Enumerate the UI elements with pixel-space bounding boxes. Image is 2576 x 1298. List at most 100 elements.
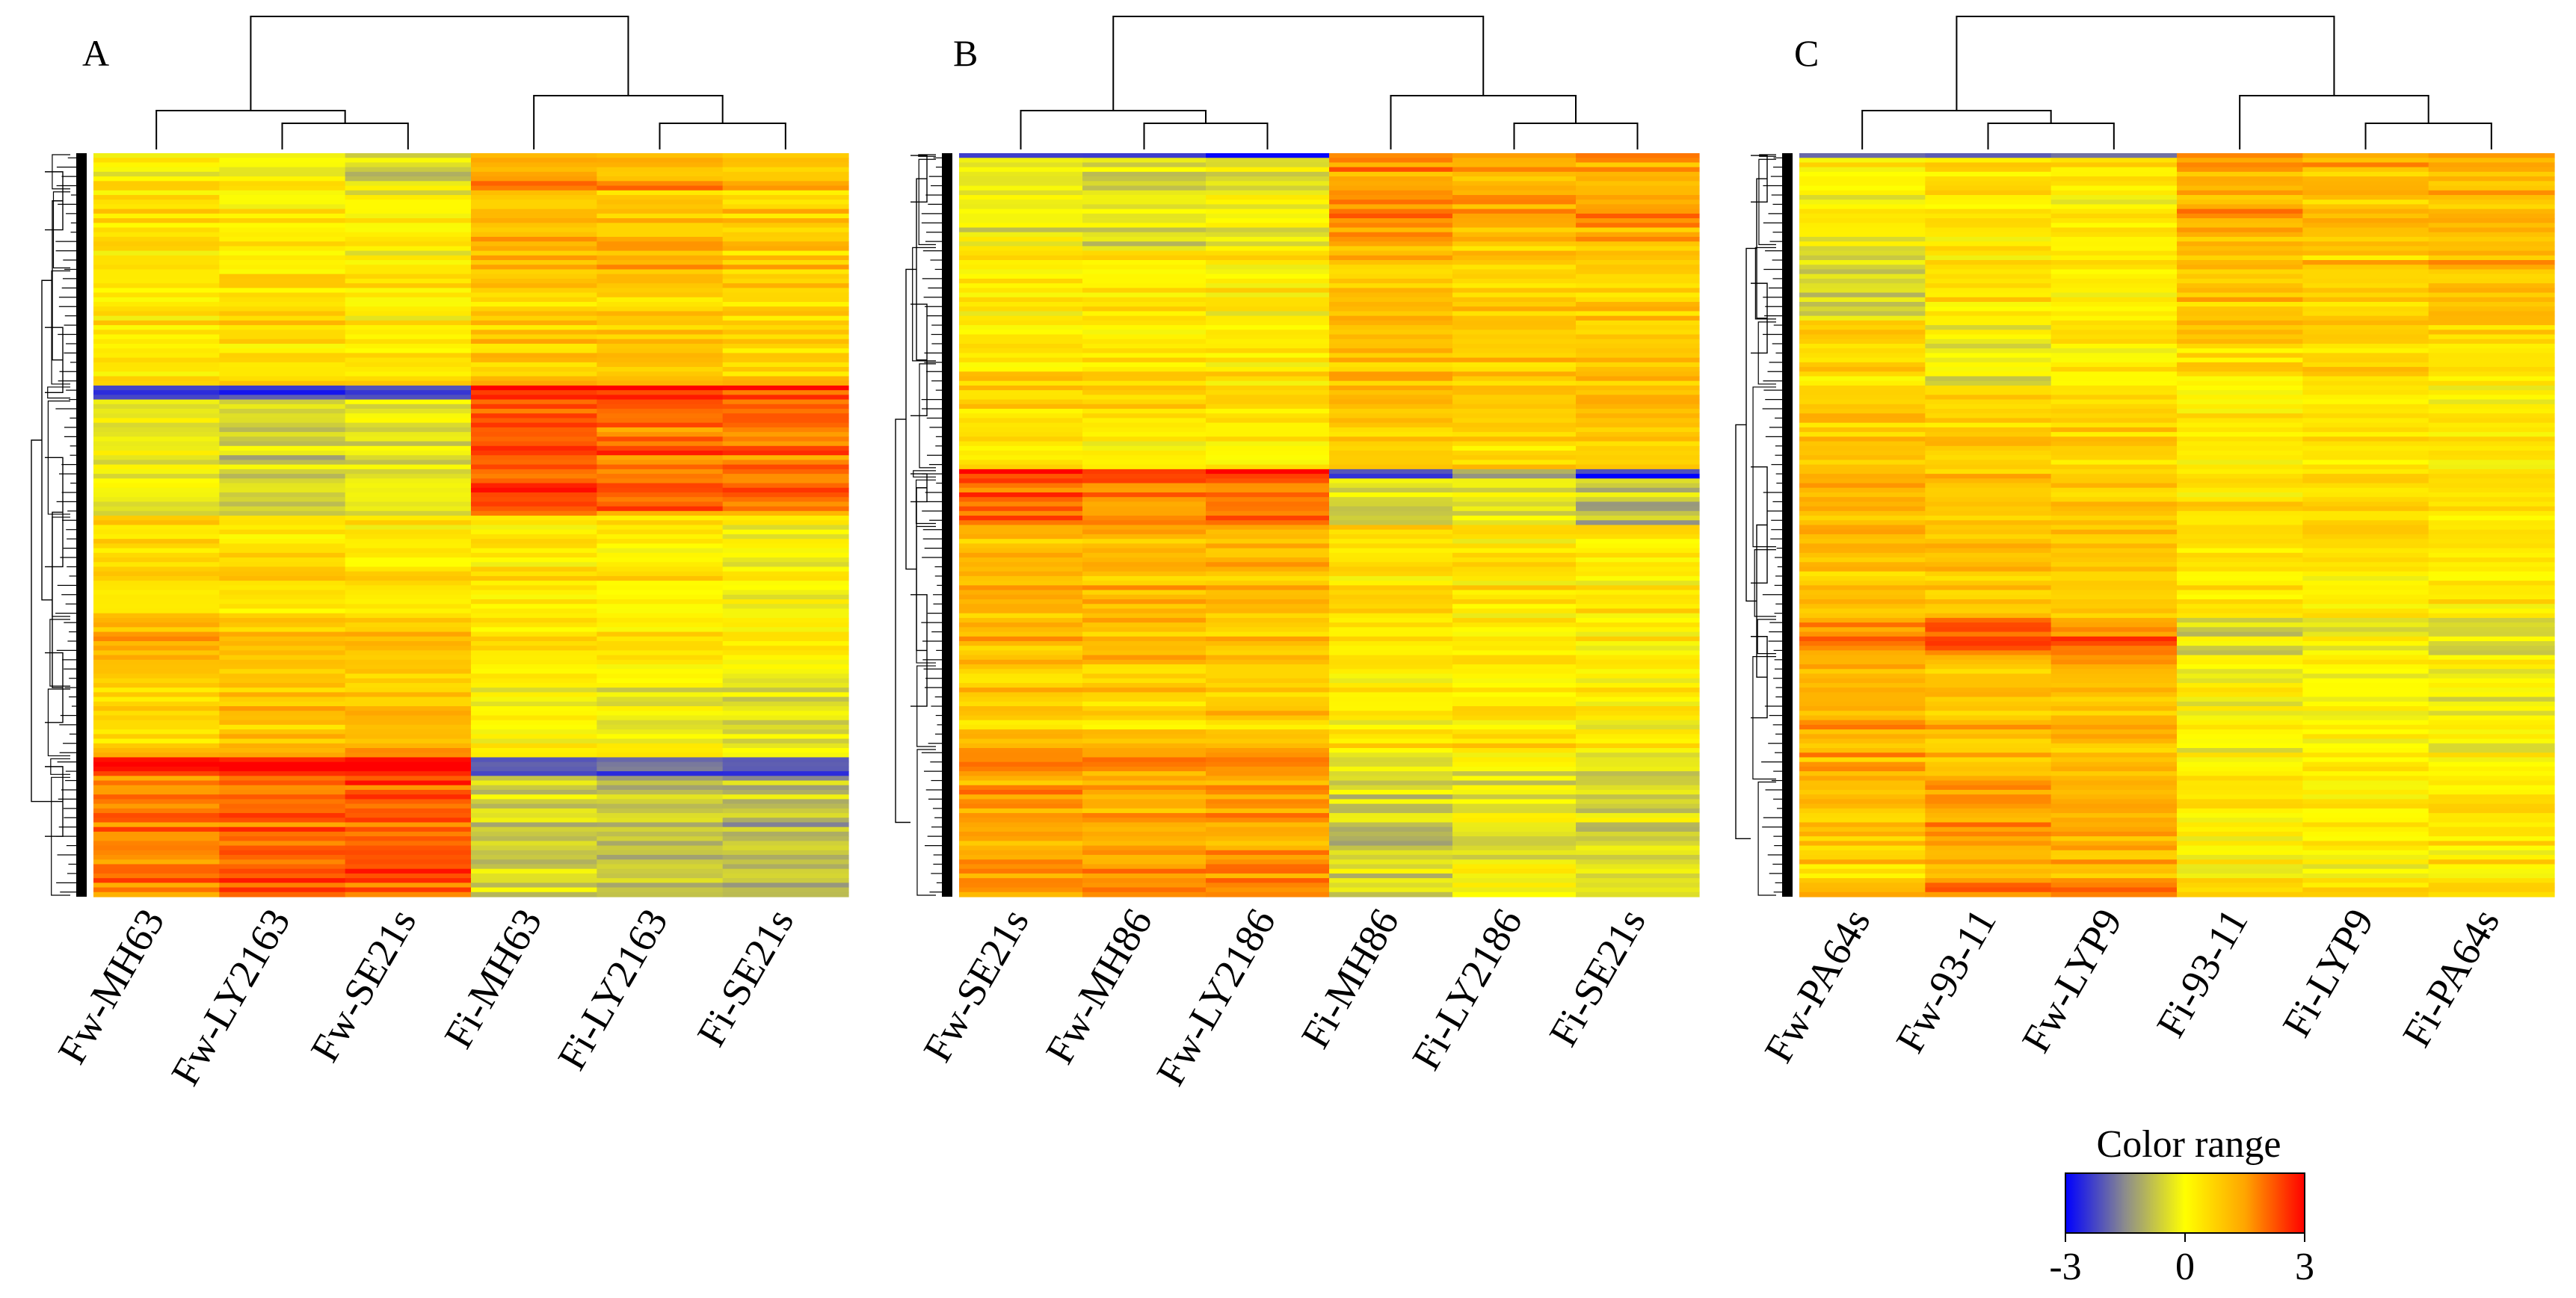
heatmap-cell bbox=[722, 562, 849, 568]
heatmap-cell bbox=[1206, 706, 1330, 711]
heatmap-cell bbox=[345, 181, 472, 187]
heatmap-cell bbox=[722, 427, 849, 433]
heatmap-cell bbox=[471, 711, 597, 717]
heatmap-cell bbox=[2302, 348, 2429, 354]
heatmap-cell bbox=[471, 371, 597, 377]
heatmap-cell bbox=[1206, 646, 1330, 652]
heatmap-cell bbox=[1329, 701, 1453, 707]
heatmap-cell bbox=[2050, 525, 2178, 531]
heatmap-cell bbox=[959, 590, 1083, 596]
heatmap-cell bbox=[597, 153, 724, 158]
heatmap-cell bbox=[1329, 673, 1453, 679]
heatmap-cell bbox=[722, 789, 849, 795]
heatmap-cell bbox=[93, 455, 220, 461]
heatmap-cell bbox=[1576, 525, 1700, 531]
heatmap-cell bbox=[345, 357, 472, 363]
heatmap-cell bbox=[1576, 627, 1700, 633]
heatmap-cell bbox=[2050, 831, 2178, 837]
heatmap-cell bbox=[1329, 501, 1453, 507]
heatmap-cell bbox=[2050, 808, 2178, 814]
heatmap-cell bbox=[471, 404, 597, 410]
heatmap-cell bbox=[345, 348, 472, 354]
heatmap-cell bbox=[471, 859, 597, 865]
heatmap-cell bbox=[345, 581, 472, 586]
heatmap-cell bbox=[1576, 255, 1700, 261]
dendrogram-branch bbox=[1735, 424, 1751, 839]
heatmap-cell bbox=[1925, 190, 2052, 196]
heatmap-cell bbox=[1082, 158, 1207, 164]
heatmap-cell bbox=[597, 302, 724, 307]
heatmap-cell bbox=[1082, 367, 1207, 372]
heatmap-cell bbox=[219, 441, 346, 447]
heatmap-cell bbox=[93, 859, 220, 865]
heatmap-cell bbox=[1576, 246, 1700, 252]
heatmap-cell bbox=[1576, 682, 1700, 688]
heatmap-cell bbox=[1452, 204, 1577, 210]
dendrogram-branch bbox=[1987, 123, 2115, 149]
heatmap-cell bbox=[2177, 385, 2303, 391]
heatmap-cell bbox=[1452, 780, 1577, 786]
heatmap-cell bbox=[1576, 385, 1700, 391]
heatmap-cell bbox=[1576, 687, 1700, 693]
heatmap-cell bbox=[722, 371, 849, 377]
heatmap-cell bbox=[2302, 399, 2429, 405]
heatmap-cell bbox=[2177, 204, 2303, 210]
heatmap-cell bbox=[597, 613, 724, 619]
heatmap-cell bbox=[2428, 771, 2555, 776]
heatmap-cell bbox=[597, 390, 724, 395]
heatmap-cell bbox=[959, 608, 1083, 614]
heatmap-cell bbox=[959, 213, 1083, 219]
heatmap-cell bbox=[1329, 724, 1453, 730]
heatmap-cell bbox=[471, 418, 597, 424]
heatmap-cell bbox=[93, 320, 220, 326]
heatmap-cell bbox=[1452, 227, 1577, 233]
heatmap-cell bbox=[1206, 334, 1330, 340]
heatmap-cell bbox=[2302, 315, 2429, 321]
heatmap-cell bbox=[1082, 390, 1207, 395]
heatmap-cell bbox=[219, 292, 346, 298]
heatmap-cell bbox=[1925, 664, 2052, 670]
heatmap-cell bbox=[2177, 311, 2303, 317]
heatmap-cell bbox=[1082, 516, 1207, 521]
heatmap-cell bbox=[2050, 460, 2178, 466]
dendrogram-branch bbox=[1112, 16, 1485, 111]
heatmap-cell bbox=[959, 260, 1083, 265]
heatmap-cell bbox=[2177, 789, 2303, 795]
heatmap-cell bbox=[345, 711, 472, 717]
heatmap-cell bbox=[597, 752, 724, 758]
heatmap-cell bbox=[1576, 422, 1700, 428]
heatmap-cell bbox=[471, 604, 597, 610]
heatmap-cell bbox=[2428, 743, 2555, 749]
panel-b-column-dendrogram bbox=[1020, 16, 1639, 149]
dendrogram-branch bbox=[1956, 16, 2335, 111]
heatmap-cell bbox=[1799, 771, 1926, 776]
heatmap-cell bbox=[959, 859, 1083, 865]
heatmap-cell bbox=[1576, 562, 1700, 568]
heatmap-cell bbox=[2177, 720, 2303, 726]
heatmap-cell bbox=[2428, 608, 2555, 614]
heatmap-cell bbox=[1082, 357, 1207, 363]
heatmap-cell bbox=[2050, 887, 2178, 893]
heatmap-cell bbox=[93, 617, 220, 623]
heatmap-cell bbox=[1799, 315, 1926, 321]
heatmap-cell bbox=[345, 557, 472, 563]
heatmap-cell bbox=[1206, 543, 1330, 549]
heatmap-cell bbox=[1799, 673, 1926, 679]
heatmap-cell bbox=[597, 646, 724, 652]
heatmap-cell bbox=[1799, 729, 1926, 735]
heatmap-cell bbox=[1329, 376, 1453, 382]
heatmap-cell bbox=[1206, 501, 1330, 507]
heatmap-cell bbox=[1329, 269, 1453, 275]
heatmap-cell bbox=[219, 451, 346, 456]
heatmap-cell bbox=[722, 752, 849, 758]
heatmap-cell bbox=[471, 715, 597, 721]
heatmap-cell bbox=[471, 673, 597, 679]
heatmap-cell bbox=[2050, 506, 2178, 512]
heatmap-cell bbox=[1576, 315, 1700, 321]
heatmap-cell bbox=[959, 575, 1083, 581]
heatmap-cell bbox=[1925, 826, 2052, 832]
heatmap-cell bbox=[597, 158, 724, 164]
heatmap-cell bbox=[2050, 269, 2178, 275]
heatmap-cell bbox=[2428, 687, 2555, 693]
heatmap-cell bbox=[2428, 803, 2555, 809]
